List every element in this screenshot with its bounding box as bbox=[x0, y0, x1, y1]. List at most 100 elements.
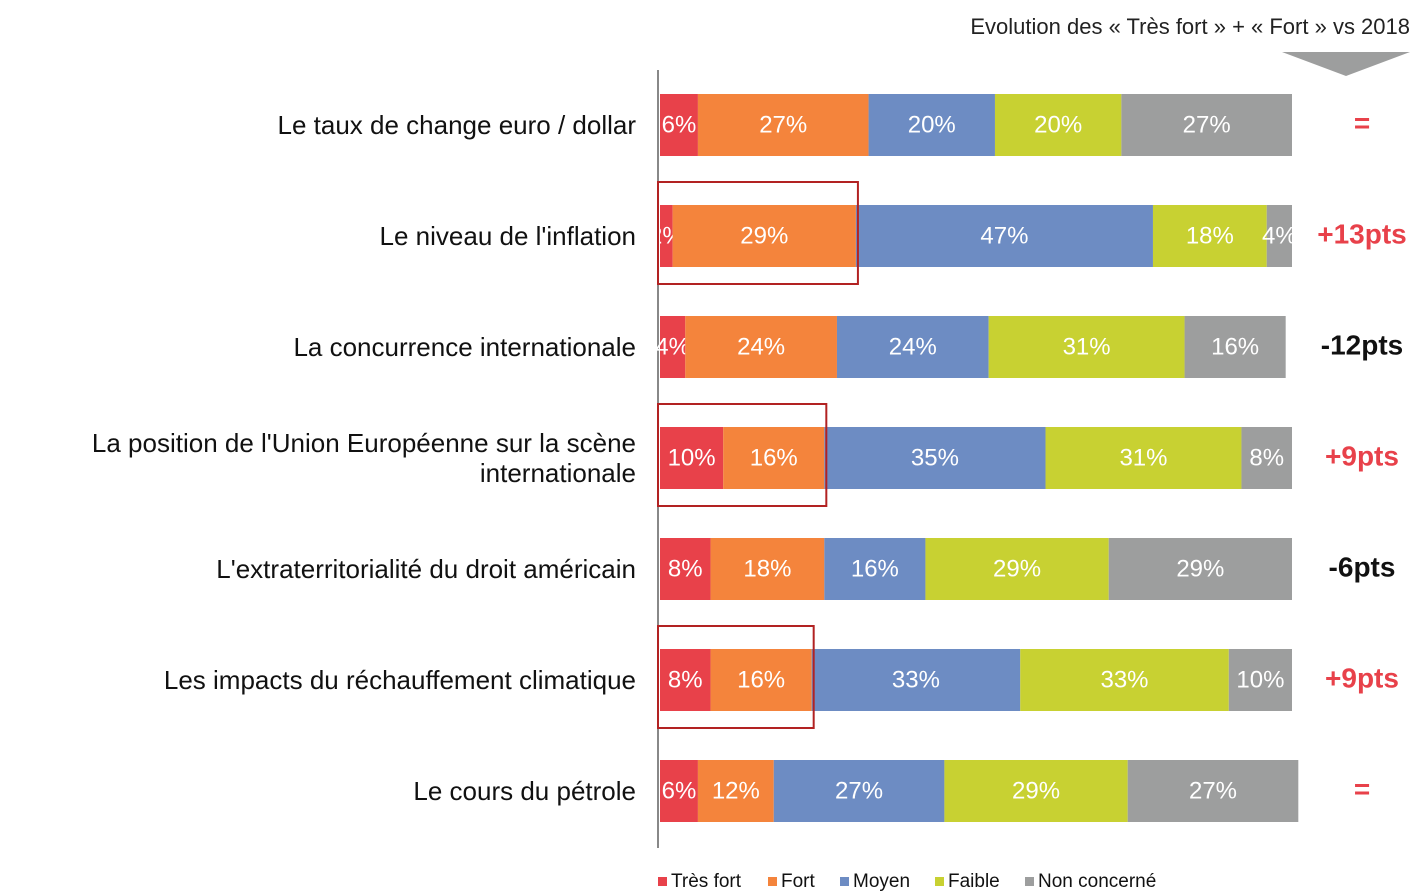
bar-segment bbox=[811, 649, 1021, 711]
bar-segment bbox=[994, 94, 1122, 156]
value-label: 33% bbox=[892, 666, 940, 693]
value-label: 27% bbox=[759, 111, 807, 138]
bar-segment bbox=[1152, 205, 1267, 267]
bar-segment bbox=[925, 538, 1109, 600]
bar-segment bbox=[855, 205, 1153, 267]
highlight-box bbox=[657, 403, 828, 507]
value-label: 8% bbox=[1249, 444, 1284, 471]
highlight-box bbox=[657, 625, 815, 729]
value-label: 4% bbox=[1262, 222, 1297, 249]
bar-segment bbox=[660, 538, 711, 600]
category-label: Le niveau de l'inflation bbox=[379, 221, 636, 251]
value-label: 16% bbox=[851, 555, 899, 582]
category-label: La concurrence internationale bbox=[293, 332, 636, 362]
bar-segment bbox=[1121, 94, 1292, 156]
legend-label: Très fort bbox=[671, 871, 742, 892]
bar-segment bbox=[660, 427, 724, 489]
bar-segment bbox=[1228, 649, 1292, 711]
evolution-label: = bbox=[1354, 773, 1370, 804]
value-label: 35% bbox=[911, 444, 959, 471]
value-label: 29% bbox=[1012, 777, 1060, 804]
bar-segment bbox=[723, 427, 825, 489]
value-label: 8% bbox=[668, 666, 703, 693]
evolution-label: -12pts bbox=[1321, 329, 1403, 360]
bar-segment bbox=[697, 760, 774, 822]
value-label: 4% bbox=[655, 333, 690, 360]
value-label: 31% bbox=[1063, 333, 1111, 360]
bar-segment bbox=[1241, 427, 1292, 489]
bar-segment bbox=[773, 760, 945, 822]
bar-segment bbox=[660, 760, 698, 822]
value-label: 10% bbox=[1236, 666, 1284, 693]
bar-segment bbox=[836, 316, 989, 378]
legend-label: Fort bbox=[781, 871, 816, 892]
bar-segment bbox=[660, 316, 686, 378]
value-label: 27% bbox=[1183, 111, 1231, 138]
bar-segment bbox=[1184, 316, 1286, 378]
bar-segment bbox=[1266, 205, 1292, 267]
bar-segment bbox=[660, 649, 711, 711]
bar-segment bbox=[824, 538, 926, 600]
bar-segment bbox=[824, 427, 1046, 489]
value-label: 31% bbox=[1119, 444, 1167, 471]
category-label: Le taux de change euro / dollar bbox=[277, 110, 636, 140]
value-label: 8% bbox=[668, 555, 703, 582]
value-label: 20% bbox=[908, 111, 956, 138]
bar-segment bbox=[685, 316, 837, 378]
bar-segment bbox=[672, 205, 856, 267]
category-label: Les impacts du réchauffement climatique bbox=[163, 665, 636, 695]
value-label: 27% bbox=[1189, 777, 1237, 804]
value-label: 20% bbox=[1034, 111, 1082, 138]
legend-label: Faible bbox=[948, 871, 1000, 892]
bar-segment bbox=[868, 94, 995, 156]
bar-segment bbox=[660, 94, 698, 156]
value-label: 33% bbox=[1100, 666, 1148, 693]
legend-label: Moyen bbox=[853, 871, 910, 892]
value-label: 24% bbox=[889, 333, 937, 360]
evolution-label: = bbox=[1354, 107, 1370, 138]
header: Evolution des « Très fort » + « Fort » v… bbox=[970, 14, 1410, 39]
value-label: 29% bbox=[1176, 555, 1224, 582]
bar-segment bbox=[710, 538, 825, 600]
legend-swatch bbox=[768, 877, 777, 886]
bar-segment bbox=[660, 205, 673, 267]
value-label: 27% bbox=[835, 777, 883, 804]
bar-segment bbox=[1108, 538, 1292, 600]
value-label: 18% bbox=[743, 555, 791, 582]
legend-swatch bbox=[840, 877, 849, 886]
category-label: La position de l'Union Européenne sur la… bbox=[91, 428, 636, 488]
value-label: 6% bbox=[662, 111, 697, 138]
value-label: 24% bbox=[737, 333, 785, 360]
bar-segment bbox=[1045, 427, 1242, 489]
evolution-label: +9pts bbox=[1325, 662, 1399, 693]
bar-segment bbox=[988, 316, 1185, 378]
value-label: 6% bbox=[662, 777, 697, 804]
bar-segment bbox=[1020, 649, 1229, 711]
value-label: 47% bbox=[980, 222, 1028, 249]
value-label: 29% bbox=[740, 222, 788, 249]
bar-segment bbox=[697, 94, 869, 156]
evolution-label: -6pts bbox=[1329, 551, 1396, 582]
value-label: 16% bbox=[1211, 333, 1259, 360]
highlight-box bbox=[657, 181, 859, 285]
value-label: 18% bbox=[1186, 222, 1234, 249]
value-label: 10% bbox=[668, 444, 716, 471]
bar-segment bbox=[710, 649, 812, 711]
value-label: 16% bbox=[750, 444, 798, 471]
value-label: 29% bbox=[993, 555, 1041, 582]
value-label: 16% bbox=[737, 666, 785, 693]
legend-swatch bbox=[658, 877, 667, 886]
evolution-label: +9pts bbox=[1325, 440, 1399, 471]
evolution-label: +13pts bbox=[1317, 218, 1407, 249]
bar-segment bbox=[1127, 760, 1299, 822]
header-arrow bbox=[1282, 52, 1410, 76]
legend-label: Non concerné bbox=[1038, 871, 1156, 892]
category-label: L'extraterritorialité du droit américain bbox=[216, 554, 636, 584]
legend-swatch bbox=[935, 877, 944, 886]
legend-swatch bbox=[1025, 877, 1034, 886]
bar-segment bbox=[944, 760, 1128, 822]
value-label: 12% bbox=[712, 777, 760, 804]
category-label: Le cours du pétrole bbox=[413, 776, 636, 806]
